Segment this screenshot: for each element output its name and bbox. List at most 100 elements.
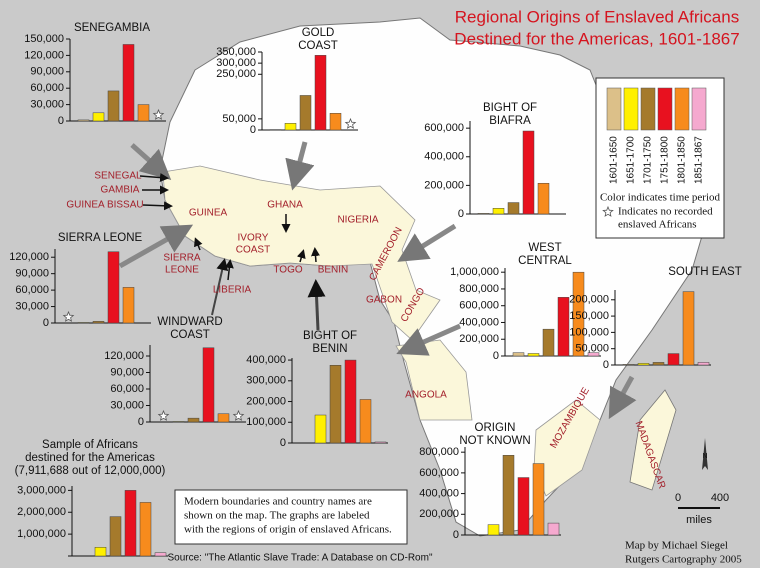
y-tick-label: 60,000	[110, 383, 144, 395]
legend-label: 1601-1650	[609, 136, 620, 184]
chart-title: BIAFRA	[489, 115, 531, 127]
bar	[92, 112, 105, 122]
y-tick-label: 400,000	[459, 316, 499, 328]
y-tick-label: 200,000	[459, 333, 499, 345]
y-tick-label: 600,000	[419, 467, 459, 479]
bar	[622, 364, 635, 366]
bar	[217, 413, 230, 423]
country-label: GHANA	[267, 200, 303, 211]
y-tick-label: 0	[138, 416, 144, 428]
y-tick-label: 3,000,000	[17, 484, 66, 496]
bar	[522, 130, 535, 215]
pointer	[211, 258, 229, 316]
y-tick-label: 800,000	[459, 283, 499, 295]
y-tick-label: 400,000	[246, 354, 286, 366]
bar	[517, 477, 530, 536]
bar	[137, 104, 150, 122]
y-tick-label: 200,000	[569, 294, 609, 306]
arrow	[397, 223, 457, 262]
bar	[697, 362, 710, 366]
bar	[344, 359, 357, 444]
y-tick-label: 120,000	[24, 49, 64, 61]
y-tick-label: 60,000	[15, 284, 49, 296]
north-arrow	[702, 438, 708, 470]
y-tick-label: 400,000	[419, 487, 459, 499]
scale-start: 0	[675, 492, 681, 504]
legend-note: enslaved Africans	[618, 219, 697, 231]
country-label: COAST	[236, 245, 270, 256]
y-tick-label: 0	[603, 359, 609, 371]
country-label: SENEGAL	[94, 171, 142, 182]
arrow	[130, 143, 172, 180]
y-tick-label: 1,000,000	[17, 528, 66, 540]
arrows	[118, 141, 637, 420]
bar	[532, 463, 545, 536]
y-tick-label: 150,000	[569, 310, 609, 322]
country-label: GUINEA	[189, 208, 228, 219]
bar	[492, 208, 505, 215]
y-tick-label: 60,000	[30, 82, 64, 94]
legend-label: 1851-1867	[694, 136, 705, 184]
north-label: N	[702, 453, 707, 460]
bar	[487, 524, 500, 536]
bar	[109, 516, 122, 557]
legend-swatch	[657, 87, 673, 131]
chart-title: SIERRA LEONE	[58, 232, 143, 244]
bar	[107, 90, 120, 122]
note: with the regions of origin of enslaved A…	[184, 524, 392, 536]
scale-unit: miles	[686, 514, 712, 526]
bar	[557, 297, 570, 357]
country-label: LIBERIA	[213, 285, 252, 296]
bar	[374, 441, 387, 444]
pointers	[139, 173, 326, 331]
bar	[139, 502, 152, 557]
bar	[652, 362, 665, 366]
bar	[202, 347, 215, 423]
chart-title: BENIN	[312, 343, 347, 355]
bar	[477, 213, 490, 215]
y-tick-label: 50,000	[575, 343, 609, 355]
chart-title: WEST	[528, 242, 561, 254]
y-tick-label: 0	[493, 350, 499, 362]
title: Destined for the Americas, 1601-1867	[454, 29, 739, 48]
chart-title: WINDWARD	[157, 316, 222, 328]
chart-title: destined for the Americas	[25, 452, 155, 464]
bar	[512, 352, 525, 357]
no-record-star	[152, 108, 165, 120]
y-tick-label: 400,000	[424, 151, 464, 163]
legend-swatch	[640, 87, 656, 131]
y-tick-label: 0	[58, 115, 64, 127]
y-tick-label: 250,000	[216, 68, 256, 80]
y-tick-label: 150,000	[24, 33, 64, 45]
bar	[299, 95, 312, 131]
arrow	[396, 323, 462, 356]
bar	[94, 547, 107, 557]
y-tick-label: 30,000	[110, 399, 144, 411]
bar	[537, 182, 550, 215]
y-tick-label: 120,000	[9, 251, 49, 263]
chart-title: COAST	[170, 329, 210, 341]
pointer	[142, 201, 173, 211]
bar	[172, 421, 185, 423]
country-label: ANGOLA	[405, 390, 447, 401]
y-tick-label: 100,000	[246, 416, 286, 428]
legend-swatch	[623, 87, 639, 131]
y-tick-label: 100,000	[569, 326, 609, 338]
chart-title: COAST	[298, 40, 338, 52]
legend-note: Indicates no recorded	[618, 206, 713, 218]
y-tick-label: 90,000	[30, 66, 64, 78]
bar	[542, 328, 555, 357]
country-label: IVORY	[238, 233, 269, 244]
pointer	[296, 249, 306, 263]
chart-title: SOUTH EAST	[668, 266, 741, 278]
bar	[122, 44, 135, 122]
chart-title: ORIGIN	[475, 422, 516, 434]
bar	[77, 322, 90, 324]
y-tick-label: 30,000	[30, 99, 64, 111]
y-tick-label: 120,000	[104, 350, 144, 362]
bar	[547, 522, 560, 536]
no-record-star	[157, 409, 170, 421]
madagascar	[629, 389, 677, 491]
chart-title: BIGHT OF	[303, 330, 357, 342]
chart-title: SENEGAMBIA	[74, 22, 150, 34]
